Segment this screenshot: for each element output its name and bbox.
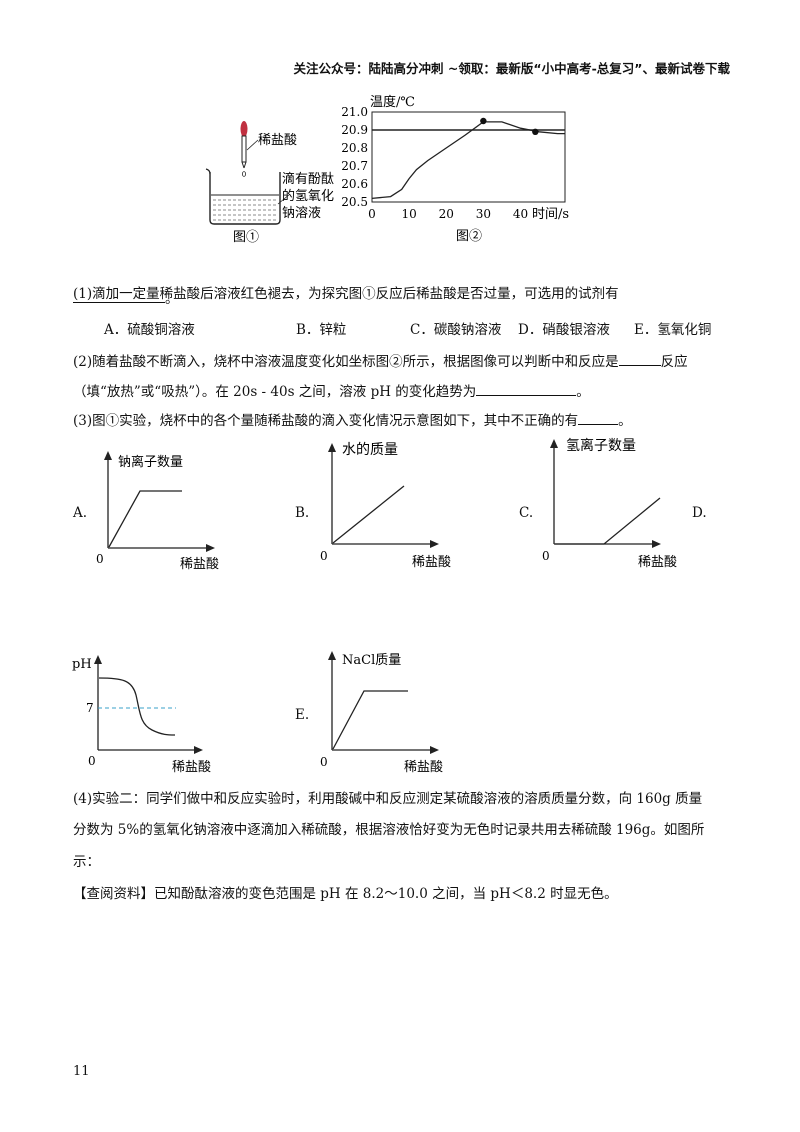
- q1-option-d[interactable]: D．硝酸银溶液: [518, 322, 610, 338]
- dropper-bulb: [240, 121, 248, 137]
- graph-e: NaCl质量 稀盐酸 0: [320, 651, 443, 775]
- chart-xlabel: 时间/s: [532, 207, 569, 222]
- y-tick-label: 20.5: [341, 195, 368, 209]
- q1-answer-blank[interactable]: [73, 288, 165, 303]
- figure-1-caption: 图①: [233, 230, 259, 245]
- graph-a-curve: [108, 490, 182, 548]
- graph-a: 钠离子数量 稀盐酸 0: [96, 451, 219, 572]
- q1-option-c[interactable]: C．碳酸钠溶液: [410, 322, 502, 338]
- dropper-tube: [241, 135, 247, 163]
- graph-e-ylabel: NaCl质量: [342, 653, 401, 668]
- chart-ylabel: 温度/℃: [370, 94, 415, 110]
- page-header: 关注公众号：陆陆高分冲刺 ~领取：最新版“小中高考-总复习”、最新试卷下载: [293, 61, 730, 76]
- graph-b-origin: 0: [320, 549, 328, 563]
- y-tick-label: 20.8: [341, 141, 368, 155]
- q1-option-a[interactable]: A．硫酸铜溶液: [104, 322, 195, 338]
- q1-option-b[interactable]: B．锌粒: [296, 322, 347, 338]
- q2-blank-2[interactable]: [476, 381, 577, 396]
- y-tick-label: 20.6: [341, 177, 368, 191]
- q2-line1: (2)随着盐酸不断滴入，烧杯中溶液温度变化如坐标图②所示，根据图像可以判断中和反…: [73, 351, 688, 372]
- x-tick-label: 10: [401, 207, 416, 221]
- graph-b-letter[interactable]: B.: [295, 505, 310, 521]
- graph-d-letter[interactable]: D.: [692, 505, 707, 521]
- graph-d-ylabel: pH: [72, 657, 92, 672]
- x-tick-label: 0: [368, 207, 376, 221]
- beaker: [209, 172, 281, 225]
- x-tick-label: 20: [439, 207, 454, 221]
- graph-c: 氢离子数量 稀盐酸 0: [542, 437, 677, 570]
- liquid-fill: [213, 199, 278, 221]
- figure-2-chart: 温度/℃ 20.520.620.720.820.921.0 0 10 20 30 40 …: [341, 94, 569, 244]
- graph-d-mark: 7: [86, 701, 94, 715]
- label-solution-1: 滴有酚酞: [282, 171, 334, 187]
- q1-line2: 。: [73, 288, 179, 309]
- figure-1-apparatus: 稀盐酸 滴有酚酞 的氢氧化 钠溶液 图①: [205, 121, 334, 245]
- label-solution-3: 钠溶液: [282, 206, 321, 221]
- x-tick-label: 40: [513, 207, 528, 221]
- graph-a-ylabel: 钠离子数量: [118, 454, 183, 470]
- label-solution-2: 的氢氧化: [282, 188, 334, 204]
- y-tick-label: 20.9: [341, 123, 368, 137]
- graph-d-xlabel: 稀盐酸: [172, 760, 211, 775]
- acid-pointer: [246, 139, 259, 151]
- graph-e-curve: [332, 690, 408, 750]
- graph-b: 水的质量 稀盐酸 0: [320, 442, 451, 570]
- graph-e-xlabel: 稀盐酸: [404, 760, 443, 775]
- graph-c-xlabel: 稀盐酸: [638, 555, 677, 570]
- graph-c-origin: 0: [542, 549, 550, 563]
- q4-line2: 分数为 5%的氢氧化钠溶液中逐滴加入稀硫酸，根据溶液恰好变为无色时记录共用去稀硫…: [73, 822, 705, 838]
- q1-option-e[interactable]: E．氢氧化铜: [634, 322, 712, 338]
- y-tick-label: 20.7: [341, 159, 368, 173]
- data-point: [480, 117, 487, 125]
- x-tick-label: 30: [476, 207, 491, 221]
- graph-c-curve: [555, 497, 661, 545]
- graph-a-origin: 0: [96, 552, 104, 566]
- q3-blank[interactable]: [578, 410, 619, 425]
- solution-pointer: [277, 193, 291, 205]
- y-tick-label: 21.0: [341, 105, 368, 119]
- drop: [242, 171, 247, 177]
- graph-c-letter[interactable]: C.: [519, 505, 534, 521]
- q1-line1: (1)滴加一定量稀盐酸后溶液红色褪去，为探究图①反应后稀盐酸是否过量，可选用的试…: [73, 286, 619, 302]
- q3-line1: (3)图①实验，烧杯中的各个量随稀盐酸的滴入变化情况示意图如下，其中不正确的有。: [73, 410, 632, 431]
- page-number: 11: [73, 1064, 90, 1079]
- q4-line3: 示：: [73, 854, 100, 870]
- q2-line2: （填“放热”或“吸热”）。在 20s - 40s 之间，溶液 pH 的变化趋势为…: [73, 381, 590, 402]
- graph-b-ylabel: 水的质量: [342, 442, 398, 458]
- graph-c-ylabel: 氢离子数量: [566, 437, 636, 454]
- graph-a-letter[interactable]: A.: [73, 505, 88, 521]
- data-point: [532, 128, 539, 135]
- graph-d: pH 7 稀盐酸 0: [72, 655, 211, 775]
- graph-e-origin: 0: [320, 755, 328, 769]
- chart-frame: [371, 111, 566, 203]
- q2-blank-1[interactable]: [618, 351, 661, 366]
- graph-b-xlabel: 稀盐酸: [412, 555, 451, 570]
- label-acid: 稀盐酸: [258, 133, 297, 148]
- q4-line1: (4)实验二：同学们做中和反应实验时，利用酸碱中和反应测定某硫酸溶液的溶质质量分…: [73, 791, 703, 807]
- graph-a-xlabel: 稀盐酸: [180, 557, 219, 572]
- graph-e-letter[interactable]: E.: [295, 707, 310, 723]
- graph-b-curve: [332, 485, 405, 544]
- figure-2-caption: 图②: [456, 229, 482, 244]
- info-note: 【查阅资料】已知酚酞溶液的变色范围是 pH 在 8.2～10.0 之间，当 pH…: [73, 886, 618, 902]
- graph-d-curve: [98, 677, 176, 736]
- graph-d-origin: 0: [88, 754, 96, 768]
